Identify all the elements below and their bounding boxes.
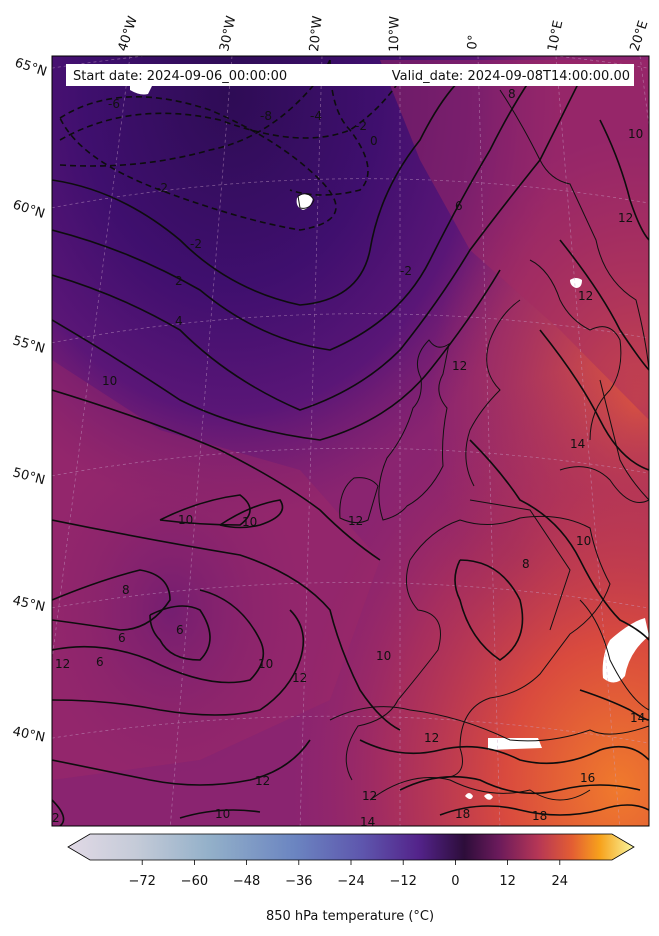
latitude-label: 60°N (11, 198, 47, 222)
longitude-label: 10°W (387, 16, 403, 52)
contour-label: 6 (96, 655, 104, 669)
contour-label: 12 (362, 789, 377, 803)
contour-label: 14 (630, 711, 645, 725)
missing-data-patch (488, 738, 542, 750)
contour-label: -2 (156, 181, 168, 195)
latitude-label: 50°N (11, 465, 47, 488)
latitude-label: 65°N (13, 56, 49, 80)
longitude-label: 20°W (307, 15, 326, 52)
contour-label: 18 (532, 809, 547, 823)
contour-label: 10 (102, 374, 117, 388)
contour-label: 12 (424, 731, 439, 745)
contour-label: 10 (215, 807, 230, 821)
contour-label: 12 (55, 657, 70, 671)
valid-date-text: Valid_date: 2024-09-08T14:00:00.00 (392, 69, 630, 84)
contour-label: 12 (255, 774, 270, 788)
contour-label: 0 (370, 134, 378, 148)
contour-label: -2 (355, 119, 367, 133)
latitude-label: 55°N (11, 333, 47, 356)
contour-label: 4 (175, 314, 183, 328)
longitude-label: 40°W (116, 14, 141, 53)
longitude-label: 30°W (217, 14, 239, 52)
contour-lines (52, 59, 649, 826)
contour-label: 2 (175, 274, 183, 288)
missing-data-patch (570, 278, 582, 288)
contour-label: 10 (628, 127, 643, 141)
contour-label: 12 (348, 514, 363, 528)
latitude-label: 40°N (11, 724, 46, 745)
contour-label: 8 (522, 557, 530, 571)
contour-label: 14 (570, 437, 585, 451)
contour-label: -8 (260, 109, 272, 123)
longitude-labels: 40°W 30°W 20°W 10°W 0° 10°E 20°E (116, 14, 652, 53)
colorbar-tick-label: −72 (128, 874, 155, 889)
contour-label: 18 (455, 807, 470, 821)
contour-label: 10 (576, 534, 591, 548)
contour-label: 8 (122, 583, 130, 597)
map-frame (51, 55, 650, 827)
contour-label: 16 (580, 771, 595, 785)
colorbar-bar (67, 833, 635, 861)
longitude-label: 0° (465, 34, 481, 50)
colorbar-tick-label: 12 (499, 874, 516, 889)
contour-label: 12 (578, 289, 593, 303)
contour-label: -2 (190, 237, 202, 251)
colorbar-tick-label: −12 (389, 874, 416, 889)
colorbar-ticks: −72 −60 −48 −36 −24 −12 0 12 24 (128, 860, 568, 889)
contour-label: 10 (242, 515, 257, 529)
contour-label: -6 (108, 97, 120, 111)
contour-label: -4 (310, 109, 322, 123)
contour-label: 12 (292, 671, 307, 685)
graticule (52, 56, 649, 826)
contour-labels: -6 -8 -4 -2 0 -2 6 8 10 12 -2 -2 2 4 10 … (52, 87, 645, 829)
missing-data-patch (465, 793, 493, 800)
colorbar-tick-label: 24 (552, 874, 569, 889)
coastlines (297, 89, 649, 801)
colorbar-tick-label: −60 (181, 874, 208, 889)
contour-label: 2 (52, 811, 60, 825)
latitude-label: 45°N (11, 593, 46, 615)
contour-label: 10 (376, 649, 391, 663)
missing-data-patch (296, 194, 313, 210)
longitude-label: 20°E (628, 19, 652, 53)
contour-label: 10 (258, 657, 273, 671)
colorbar-tick-label: −24 (337, 874, 364, 889)
contour-label: 10 (178, 513, 193, 527)
contour-label: 6 (176, 623, 184, 637)
contour-label: 12 (452, 359, 467, 373)
temperature-field: -6 -8 -4 -2 0 -2 6 8 10 12 -2 -2 2 4 10 … (52, 56, 649, 829)
latitude-labels: 65°N 60°N 55°N 50°N 45°N 40°N (11, 56, 49, 746)
colorbar-tick-label: 0 (451, 874, 459, 889)
colorbar-tick-label: −36 (285, 874, 312, 889)
start-date-text: Start date: 2024-09-06_00:00:00 (73, 69, 287, 84)
contour-label: 6 (118, 631, 126, 645)
contour-label: 14 (360, 815, 375, 829)
colorbar-tick-label: −48 (233, 874, 260, 889)
missing-data-patch (602, 618, 649, 683)
date-header: Start date: 2024-09-06_00:00:00 Valid_da… (66, 64, 634, 86)
contour-label: -2 (400, 264, 412, 278)
colorbar: −72 −60 −48 −36 −24 −12 0 12 24 850 hPa temperat… (67, 833, 635, 924)
contour-label: 12 (618, 211, 633, 225)
longitude-label: 10°E (545, 19, 566, 53)
contour-label: 8 (508, 87, 516, 101)
colorbar-label: 850 hPa temperature (°C) (266, 909, 434, 924)
contour-label: 6 (455, 199, 463, 213)
